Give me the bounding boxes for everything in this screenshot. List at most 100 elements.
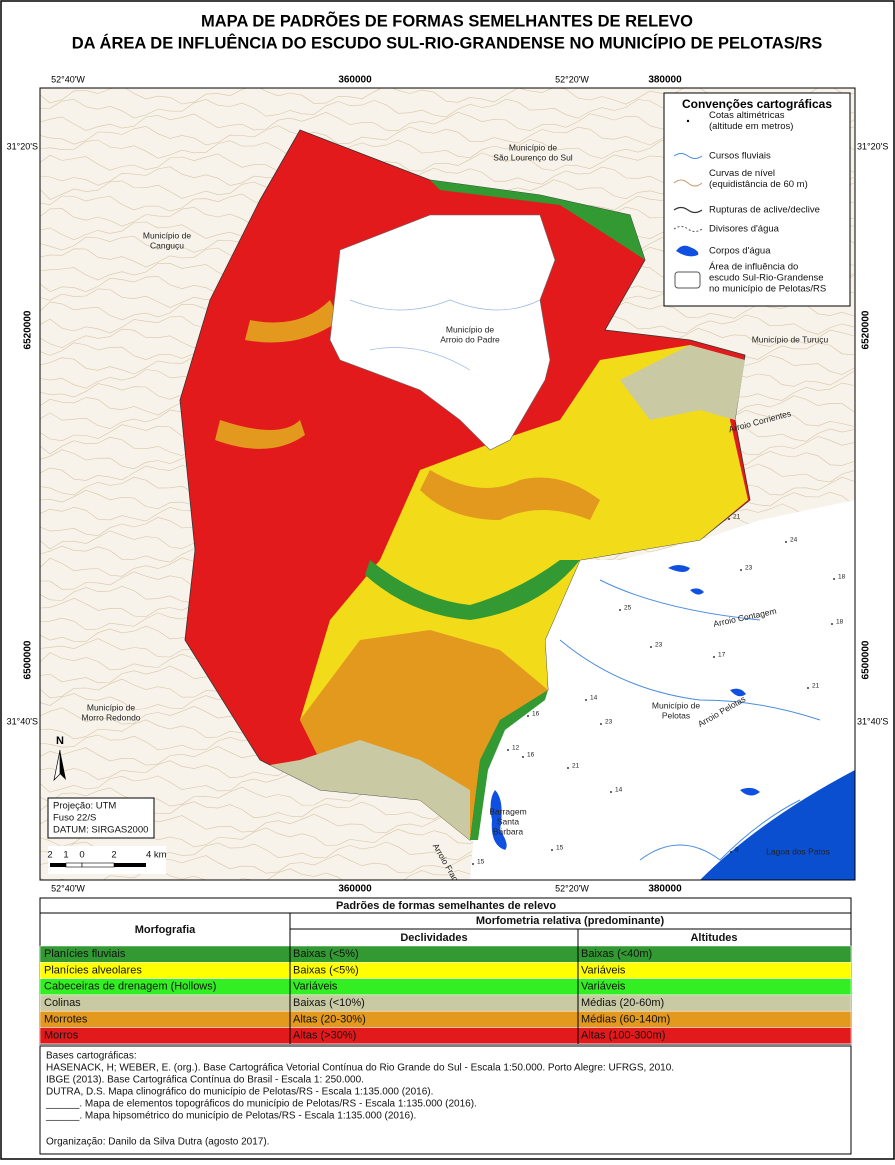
place-label: São Lourenço do Sul: [493, 152, 573, 162]
scale-segment: [114, 863, 146, 867]
legend-label: (equidistância de 60 m): [709, 179, 808, 190]
legend-label: escudo Sul-Rio-Grandense: [709, 273, 824, 284]
spot-height: 23: [605, 719, 613, 726]
table-cell: Altas (100-300m): [581, 1030, 665, 1042]
coordinate-labels: 52°40'W 360000 52°20'W 380000 52°40'W 360000 5…: [7, 74, 889, 894]
legend: Convenções cartográficas Cotas altimétri…: [663, 92, 851, 307]
legend-symbol: [673, 206, 703, 214]
spot-height: 18: [836, 619, 844, 626]
map-frame: [39, 87, 856, 881]
morrotes: [300, 630, 548, 840]
spot-height: 15: [556, 845, 564, 852]
spot-dot: [610, 791, 612, 793]
projection-text: Projeção: UTM: [53, 801, 116, 812]
projection-text: Fuso 22/S: [53, 813, 96, 824]
arroio-do-padre: [329, 214, 556, 451]
title-line: DA ÁREA DE INFLUÊNCIA DO ESCUDO SUL-RIO-…: [72, 33, 822, 52]
morrotes: [215, 300, 600, 520]
table-title: Padrões de formas semelhantes de relevo: [336, 900, 556, 912]
place-label: Arroio do Padre: [440, 334, 500, 344]
lowland-area: [470, 500, 855, 880]
scale-label: 0: [79, 850, 84, 861]
spot-height: 14: [590, 695, 598, 702]
table-row: [39, 962, 852, 979]
spot-dot: [650, 646, 652, 648]
scale-label: 1: [63, 850, 68, 861]
spot-dot: [472, 863, 474, 865]
spot-height: 23: [745, 565, 753, 572]
spot-heights: 21 24 23 18 25 23 18 17 21 14 23 16 12 16 21 14 15 15 8: [472, 514, 846, 866]
scale-segment: [50, 863, 66, 867]
fluvial-plains: [365, 560, 580, 620]
sources: Bases cartográficas:HASENACK, H; WEBER, …: [39, 1045, 852, 1155]
spot-height: 15: [477, 859, 485, 866]
place-label: Morro Redondo: [81, 712, 140, 722]
table-row: [39, 945, 852, 963]
legend-label: Cursos fluviais: [709, 151, 771, 162]
legend-symbol: [673, 153, 703, 159]
place-label: Município de: [652, 700, 700, 710]
colinas: [620, 345, 745, 420]
place-label: Canguçu: [150, 240, 184, 250]
spot-height: 21: [812, 683, 820, 690]
river: [349, 299, 541, 371]
spot-height: 14: [615, 787, 623, 794]
spot-dot: [740, 569, 742, 571]
colinas: [270, 740, 470, 840]
spot-height: 23: [655, 642, 663, 649]
table-header: Morfografia: [135, 924, 196, 936]
scale-bar: 2 1 0 2 4 km: [47, 846, 167, 874]
table-cell: Colinas: [44, 997, 81, 1009]
table-cell: Baixas (<5%): [293, 948, 359, 960]
table-row: [39, 1027, 852, 1045]
legend-symbol: [673, 179, 703, 187]
spot-dot: [522, 756, 524, 758]
table-cell: Planícies alveolares: [44, 964, 142, 976]
legend-title: Convenções cartográficas: [682, 97, 832, 111]
coordinate-label: 52°20'W: [555, 74, 589, 84]
fluvial-plains: [470, 690, 548, 840]
legend-symbol: [676, 245, 699, 257]
spot-height: 24: [790, 537, 798, 544]
spot-dot: [785, 541, 787, 543]
table-cell: Cabeceiras de drenagem (Hollows): [44, 981, 216, 993]
coordinate-label: 31°40'S: [857, 716, 888, 726]
spot-dot: [567, 767, 569, 769]
table-cell: Planícies fluviais: [44, 948, 126, 960]
north-arrow: N: [53, 735, 66, 782]
spot-height: 8: [735, 847, 739, 854]
place-label: Município de: [509, 142, 557, 152]
legend-symbol: [686, 119, 690, 123]
table-header: Morfometria relativa (predominante): [476, 915, 665, 927]
legend-label: (altitude em metros): [709, 121, 793, 132]
spot-height: 17: [718, 652, 726, 659]
table-row: [39, 1010, 852, 1028]
legend-label: no município de Pelotas/RS: [709, 284, 826, 295]
table-cell: Morrotes: [44, 1013, 88, 1025]
spot-dot: [728, 518, 730, 520]
scale-label: 2: [111, 850, 116, 861]
coordinate-label: 52°40'W: [51, 883, 85, 893]
coordinate-label: 6520000: [861, 310, 872, 349]
table-cell: Baixas (<10%): [293, 997, 365, 1009]
legend-label: Cotas altimétricas: [709, 110, 785, 121]
legend-label: Divisores d'água: [709, 224, 780, 235]
fluvial-plains: [430, 180, 645, 260]
legend-label: Rupturas de aclive/declive: [709, 205, 820, 216]
table-cell: Baixas (<5%): [293, 964, 359, 976]
spot-dot: [507, 749, 509, 751]
table-cell: Médias (20-60m): [581, 997, 664, 1009]
table-cell: Baixas (<40m): [581, 948, 652, 960]
table-header: Altitudes: [690, 932, 737, 944]
legend-symbol: [673, 226, 703, 232]
spot-height: 21: [733, 514, 741, 521]
legend-label: Curvas de nível: [709, 168, 775, 179]
scale-label: 4 km: [146, 850, 167, 861]
coordinate-label: 6520000: [23, 310, 34, 349]
place-label: Município de: [87, 702, 135, 712]
table-cell: Altas (20-30%): [293, 1013, 366, 1025]
scale-segment: [81, 862, 115, 868]
north-label: N: [56, 735, 64, 747]
